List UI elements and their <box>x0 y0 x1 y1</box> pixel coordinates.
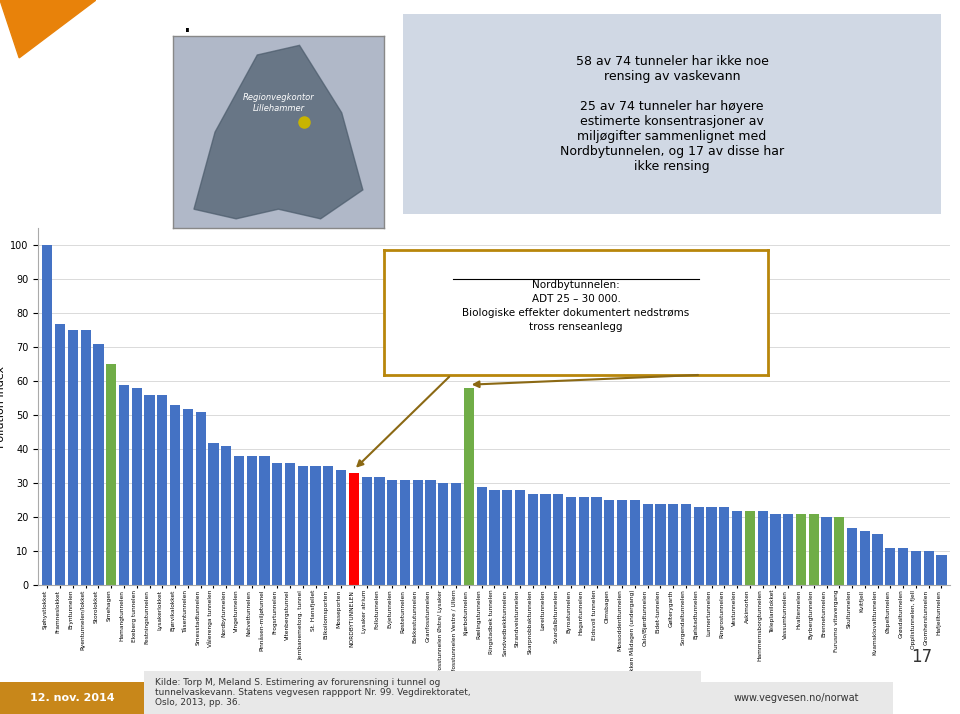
Bar <box>387 480 397 585</box>
Bar <box>873 535 882 585</box>
Bar <box>425 480 436 585</box>
Bar <box>170 406 180 585</box>
Bar <box>847 528 857 585</box>
Bar <box>144 395 155 585</box>
Bar <box>234 456 244 585</box>
Bar <box>745 511 755 585</box>
Bar <box>438 483 448 585</box>
Bar <box>515 491 525 585</box>
Bar <box>936 555 947 585</box>
Bar <box>540 493 551 585</box>
Bar <box>68 331 78 585</box>
Bar <box>911 551 921 585</box>
Text: ·: · <box>182 18 192 46</box>
Bar <box>362 477 372 585</box>
Bar <box>783 514 793 585</box>
Bar <box>247 456 257 585</box>
Bar <box>157 395 167 585</box>
Bar <box>208 443 219 585</box>
Bar <box>528 493 538 585</box>
Bar <box>566 497 576 585</box>
Bar <box>885 548 896 585</box>
Bar <box>604 501 614 585</box>
Bar <box>132 388 142 585</box>
Text: Nordbytunnelen:
ADT 25 – 30 000.
Biologiske effekter dokumentert nedstrøms
tross: Nordbytunnelen: ADT 25 – 30 000. Biologi… <box>463 280 689 332</box>
Bar <box>924 551 934 585</box>
Bar <box>107 364 116 585</box>
Text: 17: 17 <box>911 648 932 666</box>
Text: Regionvegkontor
Lillehammer: Regionvegkontor Lillehammer <box>243 94 314 113</box>
Bar <box>757 511 768 585</box>
Bar <box>822 518 831 585</box>
Bar <box>719 507 730 585</box>
Bar <box>324 466 333 585</box>
Bar <box>298 466 308 585</box>
Bar <box>400 480 410 585</box>
Bar <box>93 344 104 585</box>
Polygon shape <box>0 0 96 58</box>
Bar <box>42 246 53 585</box>
Bar <box>898 548 908 585</box>
Bar <box>348 473 359 585</box>
Bar <box>860 531 870 585</box>
Bar <box>336 470 347 585</box>
Bar <box>591 497 602 585</box>
Bar <box>196 412 205 585</box>
Bar <box>617 501 627 585</box>
Bar <box>707 507 717 585</box>
Bar <box>413 480 422 585</box>
Bar <box>732 511 742 585</box>
Text: Kilde: Torp M, Meland S. Estimering av forurensning i tunnel og
tunnelvaskevann.: Kilde: Torp M, Meland S. Estimering av f… <box>156 678 470 708</box>
Bar <box>642 504 653 585</box>
Bar <box>630 501 640 585</box>
Bar <box>694 507 704 585</box>
Bar <box>770 514 780 585</box>
Bar <box>221 446 231 585</box>
Polygon shape <box>194 45 363 218</box>
Bar <box>55 323 65 585</box>
Bar <box>374 477 385 585</box>
Bar <box>119 385 129 585</box>
Bar <box>81 331 91 585</box>
Bar <box>490 491 499 585</box>
Bar <box>681 504 691 585</box>
Bar <box>579 497 588 585</box>
Y-axis label: Pollution Index: Pollution Index <box>0 366 6 448</box>
Text: 12. nov. 2014: 12. nov. 2014 <box>30 693 114 703</box>
Bar <box>464 388 474 585</box>
Bar <box>451 483 461 585</box>
Bar <box>834 518 845 585</box>
Bar <box>668 504 679 585</box>
Bar <box>272 463 282 585</box>
Bar <box>310 466 321 585</box>
Text: www.vegvesen.no/norwat: www.vegvesen.no/norwat <box>734 693 859 703</box>
Bar <box>285 463 295 585</box>
Bar <box>656 504 665 585</box>
Bar <box>182 408 193 585</box>
Bar <box>259 456 270 585</box>
Text: 58 av 74 tunneler har ikke noe
rensing av vaskevann

25 av 74 tunneler har høyer: 58 av 74 tunneler har ikke noe rensing a… <box>560 55 784 174</box>
Bar <box>553 493 564 585</box>
Bar <box>502 491 513 585</box>
Bar <box>476 487 487 585</box>
Bar <box>808 514 819 585</box>
Bar <box>796 514 806 585</box>
